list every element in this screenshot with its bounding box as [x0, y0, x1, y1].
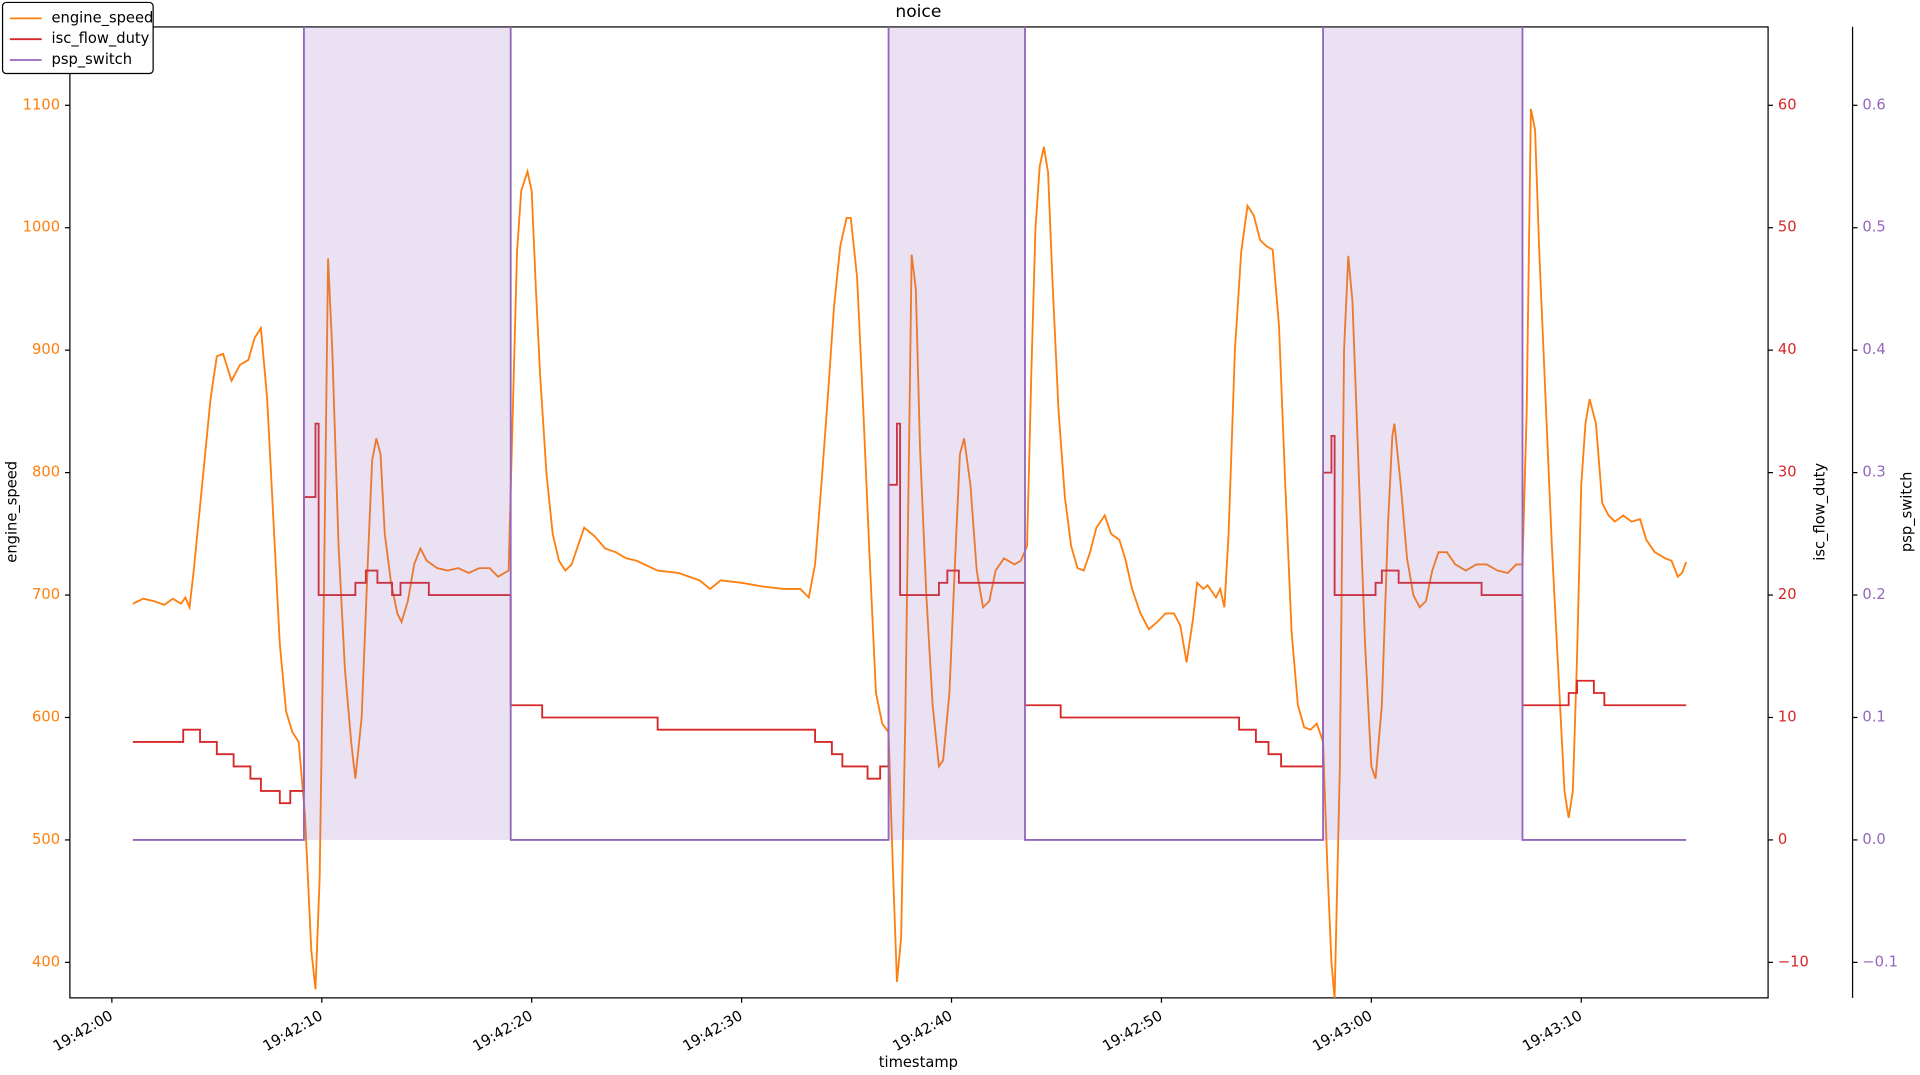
y3-axis-label: psp_switch [1899, 472, 1916, 553]
y-tick-label: 0.6 [1862, 96, 1885, 113]
x-tick-label: 19:42:50 [1100, 1007, 1166, 1055]
y-tick-label: 60 [1778, 96, 1797, 113]
plot-area [132, 26, 1688, 998]
line [132, 108, 1688, 998]
y-tick-label: −0.1 [1862, 953, 1898, 970]
y-tick-label: 0.2 [1862, 586, 1885, 603]
y-tick-label: 50 [1778, 219, 1797, 236]
x-tick-label: 19:42:20 [470, 1007, 536, 1055]
x-tick-label: 19:42:40 [890, 1007, 956, 1055]
legend-label: psp_switch [52, 51, 133, 68]
y-tick-label: 900 [32, 341, 60, 358]
y-tick-label: 0.1 [1862, 708, 1885, 725]
y-tick-label: −10 [1778, 953, 1809, 970]
y-tick-label: 700 [32, 586, 60, 603]
y-tick-label: 800 [32, 464, 60, 481]
y-tick-label: 20 [1778, 586, 1797, 603]
y-tick-label: 600 [32, 708, 60, 725]
y-tick-label: 500 [32, 831, 60, 848]
y2-axis-label: isc_flow_duty [1812, 463, 1829, 561]
y-axis-label: engine_speed [3, 461, 20, 563]
line [132, 422, 1687, 805]
y-tick-label: 40 [1778, 341, 1797, 358]
x-tick-label: 19:42:00 [50, 1007, 116, 1055]
x-tick-label: 19:43:00 [1310, 1007, 1376, 1055]
legend-box [1, 1, 154, 75]
chart-title: noice [895, 2, 941, 22]
y-tick-label: 0.5 [1862, 219, 1885, 236]
x-tick-label: 19:42:30 [680, 1007, 746, 1055]
y-tick-label: 0.4 [1862, 341, 1885, 358]
y-tick-label: 1100 [23, 96, 60, 113]
y-tick-label: 1000 [23, 219, 60, 236]
x-tick-label: 19:43:10 [1520, 1007, 1586, 1055]
y-tick-label: 0.0 [1862, 831, 1885, 848]
y-tick-label: 0 [1778, 831, 1787, 848]
y-tick-label: 400 [32, 953, 60, 970]
x-tick-label: 19:42:10 [260, 1007, 326, 1055]
y-tick-label: 30 [1778, 464, 1797, 481]
y-tick-label: 0.3 [1862, 464, 1885, 481]
legend-label: engine_speed [52, 9, 154, 26]
y-tick-label: 10 [1778, 708, 1797, 725]
legend-label: isc_flow_duty [52, 30, 150, 47]
plot-frame [69, 26, 1769, 999]
area [132, 26, 1687, 840]
x-axis-label: timestamp [879, 1054, 958, 1071]
